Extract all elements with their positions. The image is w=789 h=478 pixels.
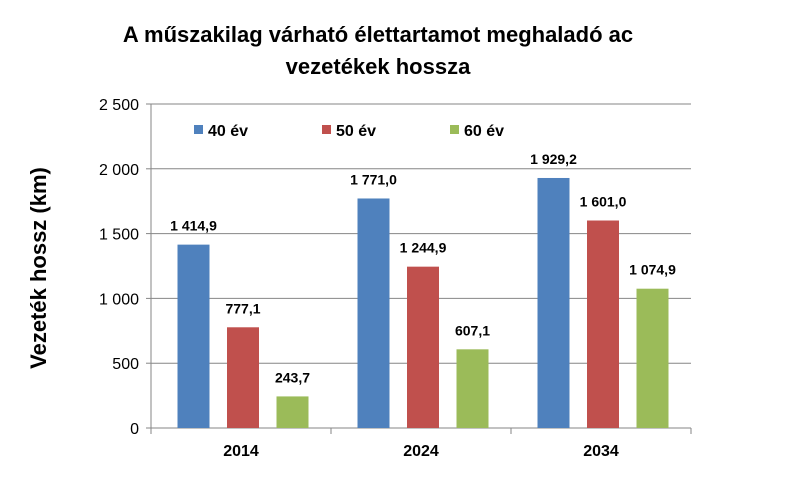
data-label: 1 244,9 bbox=[400, 240, 447, 256]
x-tick-label: 2014 bbox=[223, 443, 259, 460]
y-axis-label: Vezeték hossz (km) bbox=[26, 167, 51, 369]
bar bbox=[276, 396, 309, 428]
bar bbox=[456, 349, 489, 428]
data-label: 607,1 bbox=[455, 322, 490, 338]
y-tick-label: 0 bbox=[130, 421, 139, 438]
y-axis-ticks: 0 500 1 000 1 500 2 000 2 500 bbox=[99, 97, 151, 438]
chart-title: A műszakilag várható élettartamot meghal… bbox=[123, 22, 633, 79]
legend-label: 40 év bbox=[208, 123, 248, 140]
legend-swatch bbox=[450, 125, 459, 134]
data-label: 777,1 bbox=[225, 300, 260, 316]
legend-swatch bbox=[322, 125, 331, 134]
legend: 40 év 50 év 60 év bbox=[194, 123, 504, 140]
bar bbox=[227, 327, 259, 428]
data-label: 1 771,0 bbox=[350, 171, 397, 187]
y-tick-label: 1 500 bbox=[99, 227, 139, 244]
y-tick-label: 500 bbox=[112, 356, 139, 373]
y-tick-label: 2 000 bbox=[99, 162, 139, 179]
y-tick-label: 2 500 bbox=[99, 97, 139, 114]
x-tick-label: 2024 bbox=[403, 443, 439, 460]
data-label: 1 074,9 bbox=[629, 262, 676, 278]
bar bbox=[537, 177, 570, 428]
chart-title-line-1: A műszakilag várható élettartamot meghal… bbox=[123, 22, 633, 47]
bars bbox=[177, 177, 669, 428]
bar bbox=[177, 244, 210, 428]
data-label: 1 601,0 bbox=[580, 194, 627, 210]
data-label: 1 929,2 bbox=[530, 151, 577, 167]
legend-label: 60 év bbox=[464, 123, 504, 140]
data-labels: 1 414,9 777,1 243,7 1 771,0 1 244,9 607,1 1 92… bbox=[170, 151, 676, 385]
x-tick-label: 2034 bbox=[583, 443, 619, 460]
x-axis-ticks: 2014 2024 2034 bbox=[150, 428, 692, 460]
legend-label: 50 év bbox=[336, 123, 376, 140]
bar bbox=[636, 288, 669, 428]
bar bbox=[587, 220, 619, 428]
bar bbox=[407, 266, 439, 428]
legend-swatch bbox=[194, 125, 203, 134]
chart-title-line-2: vezetékek hossza bbox=[286, 54, 471, 79]
data-label: 1 414,9 bbox=[170, 218, 217, 234]
data-label: 243,7 bbox=[275, 369, 310, 385]
y-tick-label: 1 000 bbox=[99, 291, 139, 308]
bar bbox=[357, 198, 390, 428]
